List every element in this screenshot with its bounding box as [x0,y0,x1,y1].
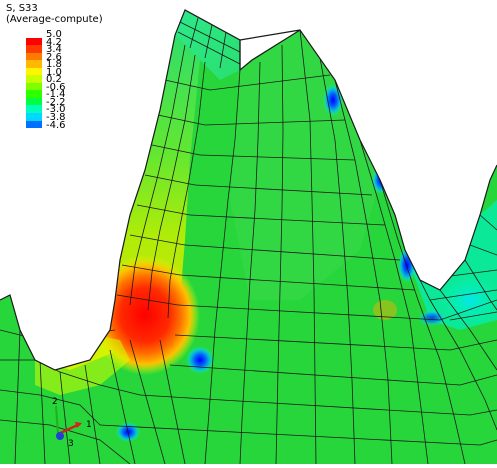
legend-tick-label: 3.4 [46,44,62,56]
legend-color-swatch [26,37,42,46]
legend-title: S, S33 [6,3,38,14]
contour-legend: S, S33 (Average-compute) 5.0 4.2 3.4 2.6 1.8… [6,3,136,163]
legend-color-swatch [26,112,42,121]
legend-color-swatch [26,97,42,106]
coordinate-triad: 2 1 3 [30,392,110,452]
legend-color-swatch [26,67,42,76]
legend-tick-label: -4.6 [46,119,66,131]
z-axis-marker [56,432,64,440]
legend-tick-label: -1.4 [46,89,66,101]
legend-tick-label: 0.2 [46,74,62,86]
legend-color-swatch [26,75,42,83]
legend-color-swatch [26,52,42,61]
legend-tick-label: 4.2 [46,36,62,48]
y-axis-label: 2 [52,397,58,407]
legend-tick-label: -3.0 [46,104,66,116]
legend-color-swatch [26,45,42,53]
legend-color-swatch [26,120,42,129]
legend-tick-label: -3.8 [46,112,66,124]
legend-color-swatch [26,105,42,114]
mesh-grid [0,10,497,464]
legend-tick-label: 5.0 [46,29,62,40]
legend-tick-label: -2.2 [46,96,66,108]
legend-color-swatch [26,82,42,91]
legend-tick-label: 1.8 [46,59,62,71]
legend-color-swatch [26,90,42,98]
legend-tick-label: 1.0 [46,66,62,78]
legend-color-swatch [26,60,42,68]
legend-subtitle: (Average-compute) [6,14,103,25]
y-axis-arrow [55,405,59,435]
x-axis-label: 1 [86,420,92,430]
z-axis-label: 3 [68,439,74,449]
legend-tick-label: 2.6 [46,51,62,63]
legend-tick-label: -0.6 [46,81,66,93]
x-axis-arrowhead [75,422,82,428]
